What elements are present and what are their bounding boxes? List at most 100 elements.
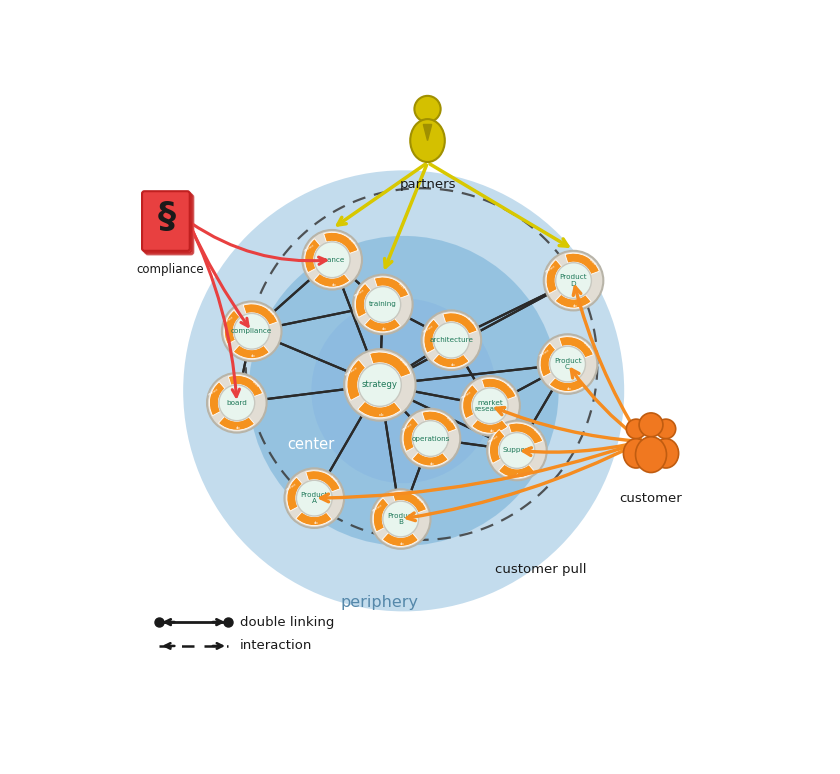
- Wedge shape: [433, 354, 469, 368]
- Wedge shape: [443, 313, 477, 334]
- Wedge shape: [540, 343, 556, 377]
- Text: lead: lead: [328, 475, 337, 484]
- Wedge shape: [424, 319, 439, 353]
- Circle shape: [656, 420, 675, 439]
- Text: compliance: compliance: [136, 262, 204, 276]
- Wedge shape: [422, 411, 456, 432]
- Wedge shape: [565, 253, 599, 274]
- Text: measure: measure: [371, 503, 384, 512]
- Text: strategy: strategy: [362, 380, 398, 389]
- Text: lead: lead: [397, 358, 407, 367]
- Circle shape: [499, 433, 535, 468]
- Wedge shape: [463, 385, 478, 419]
- Text: do: do: [313, 521, 318, 526]
- Text: compliance: compliance: [231, 328, 272, 334]
- Text: measure: measure: [207, 386, 220, 396]
- Circle shape: [344, 349, 416, 421]
- Wedge shape: [224, 310, 240, 344]
- Text: do: do: [450, 363, 455, 367]
- Text: board: board: [226, 400, 247, 406]
- Text: architecture: architecture: [429, 337, 474, 343]
- Wedge shape: [555, 294, 591, 308]
- Circle shape: [207, 373, 266, 433]
- Text: lead: lead: [266, 308, 275, 317]
- Text: do: do: [382, 327, 386, 331]
- Text: do: do: [379, 413, 385, 417]
- Circle shape: [314, 241, 350, 278]
- Circle shape: [249, 236, 559, 546]
- Circle shape: [371, 489, 431, 549]
- FancyBboxPatch shape: [144, 193, 192, 252]
- Wedge shape: [490, 430, 505, 464]
- Wedge shape: [244, 304, 277, 325]
- Text: lead: lead: [251, 380, 260, 389]
- FancyBboxPatch shape: [145, 195, 193, 255]
- Ellipse shape: [410, 119, 445, 162]
- Text: measure: measure: [401, 423, 413, 432]
- Text: measure: measure: [422, 324, 434, 334]
- Circle shape: [353, 275, 412, 334]
- Text: Product
C: Product C: [554, 358, 581, 370]
- Circle shape: [543, 251, 603, 310]
- Circle shape: [365, 286, 401, 322]
- Circle shape: [472, 388, 508, 423]
- Text: lead: lead: [588, 258, 596, 266]
- Circle shape: [487, 420, 547, 480]
- Text: double linking: double linking: [239, 615, 334, 628]
- Wedge shape: [499, 464, 534, 478]
- Text: measure: measure: [460, 389, 473, 399]
- Text: §: §: [158, 200, 176, 235]
- Text: operations: operations: [412, 436, 449, 441]
- Text: periphery: periphery: [341, 595, 419, 610]
- Text: Support: Support: [502, 447, 531, 454]
- Text: measure: measure: [487, 434, 500, 444]
- Text: lead: lead: [505, 383, 513, 391]
- Text: finance: finance: [319, 257, 345, 262]
- Text: customer pull: customer pull: [495, 563, 586, 576]
- Ellipse shape: [636, 437, 666, 472]
- Text: do: do: [251, 354, 255, 358]
- Circle shape: [412, 421, 449, 457]
- Text: lead: lead: [347, 237, 355, 245]
- Text: do: do: [573, 303, 577, 307]
- Circle shape: [234, 313, 270, 349]
- Circle shape: [433, 322, 470, 358]
- Wedge shape: [375, 277, 408, 298]
- Text: lead: lead: [445, 416, 454, 424]
- Text: measure: measure: [344, 366, 360, 377]
- Circle shape: [312, 299, 496, 483]
- Wedge shape: [559, 337, 593, 358]
- Text: do: do: [400, 542, 405, 546]
- Text: measure: measure: [285, 482, 297, 491]
- Circle shape: [549, 346, 585, 382]
- Circle shape: [627, 420, 646, 439]
- Text: do: do: [567, 387, 571, 391]
- Text: partners: partners: [399, 178, 456, 191]
- Circle shape: [359, 364, 402, 406]
- Text: interaction: interaction: [239, 639, 312, 652]
- Text: measure: measure: [538, 348, 550, 358]
- Circle shape: [285, 468, 344, 528]
- Wedge shape: [287, 477, 302, 511]
- Text: do: do: [516, 474, 521, 478]
- Wedge shape: [382, 533, 418, 546]
- Wedge shape: [549, 378, 585, 392]
- Text: measure: measure: [302, 244, 315, 253]
- Wedge shape: [355, 283, 371, 317]
- Wedge shape: [472, 420, 507, 433]
- Polygon shape: [423, 125, 432, 141]
- Wedge shape: [373, 498, 389, 532]
- Text: lead: lead: [532, 427, 540, 436]
- Wedge shape: [370, 352, 411, 378]
- Text: Product
B: Product B: [387, 512, 414, 526]
- Text: training: training: [369, 301, 396, 307]
- Wedge shape: [314, 273, 349, 287]
- Text: center: center: [287, 437, 335, 452]
- Circle shape: [222, 301, 281, 361]
- Wedge shape: [392, 491, 427, 512]
- Wedge shape: [358, 402, 401, 418]
- Wedge shape: [323, 232, 358, 253]
- Wedge shape: [508, 423, 543, 444]
- Circle shape: [302, 230, 362, 289]
- Wedge shape: [412, 452, 448, 466]
